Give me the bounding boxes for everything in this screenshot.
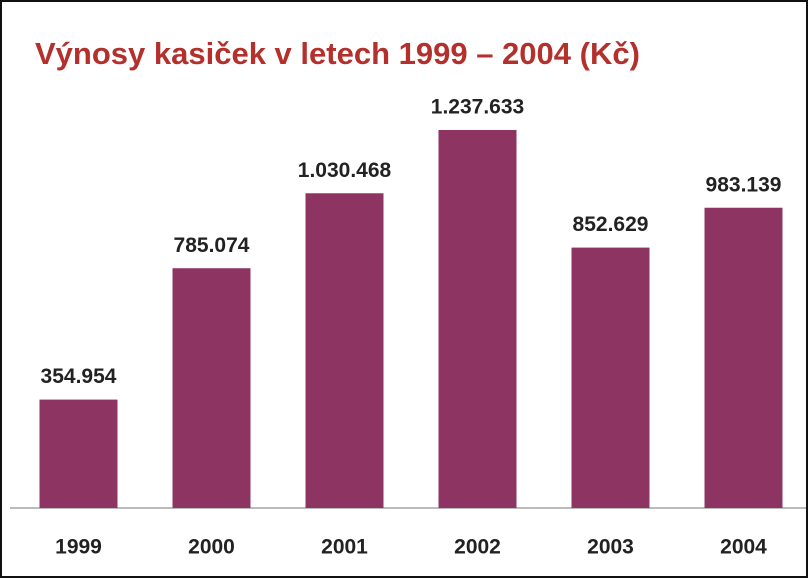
value-label: 354.954 bbox=[41, 365, 117, 388]
bar bbox=[438, 130, 517, 508]
bar bbox=[39, 399, 118, 508]
value-label: 983.139 bbox=[706, 173, 782, 196]
x-tick-label: 1999 bbox=[55, 536, 102, 559]
bar bbox=[571, 247, 650, 509]
chart-title: Výnosy kasiček v letech 1999 – 2004 (Kč) bbox=[35, 36, 640, 71]
x-tick-label: 2003 bbox=[587, 536, 634, 559]
bar bbox=[704, 207, 783, 508]
value-label: 852.629 bbox=[573, 213, 649, 236]
x-tick-label: 2004 bbox=[720, 536, 767, 559]
x-tick-label: 2002 bbox=[454, 536, 501, 559]
bar bbox=[305, 193, 384, 508]
value-label: 785.074 bbox=[174, 234, 250, 257]
value-label: 1.030.468 bbox=[298, 159, 392, 182]
value-label: 1.237.633 bbox=[431, 96, 524, 119]
bar bbox=[172, 268, 251, 508]
x-tick-label: 2000 bbox=[188, 536, 235, 559]
x-tick-label: 2001 bbox=[321, 536, 368, 559]
